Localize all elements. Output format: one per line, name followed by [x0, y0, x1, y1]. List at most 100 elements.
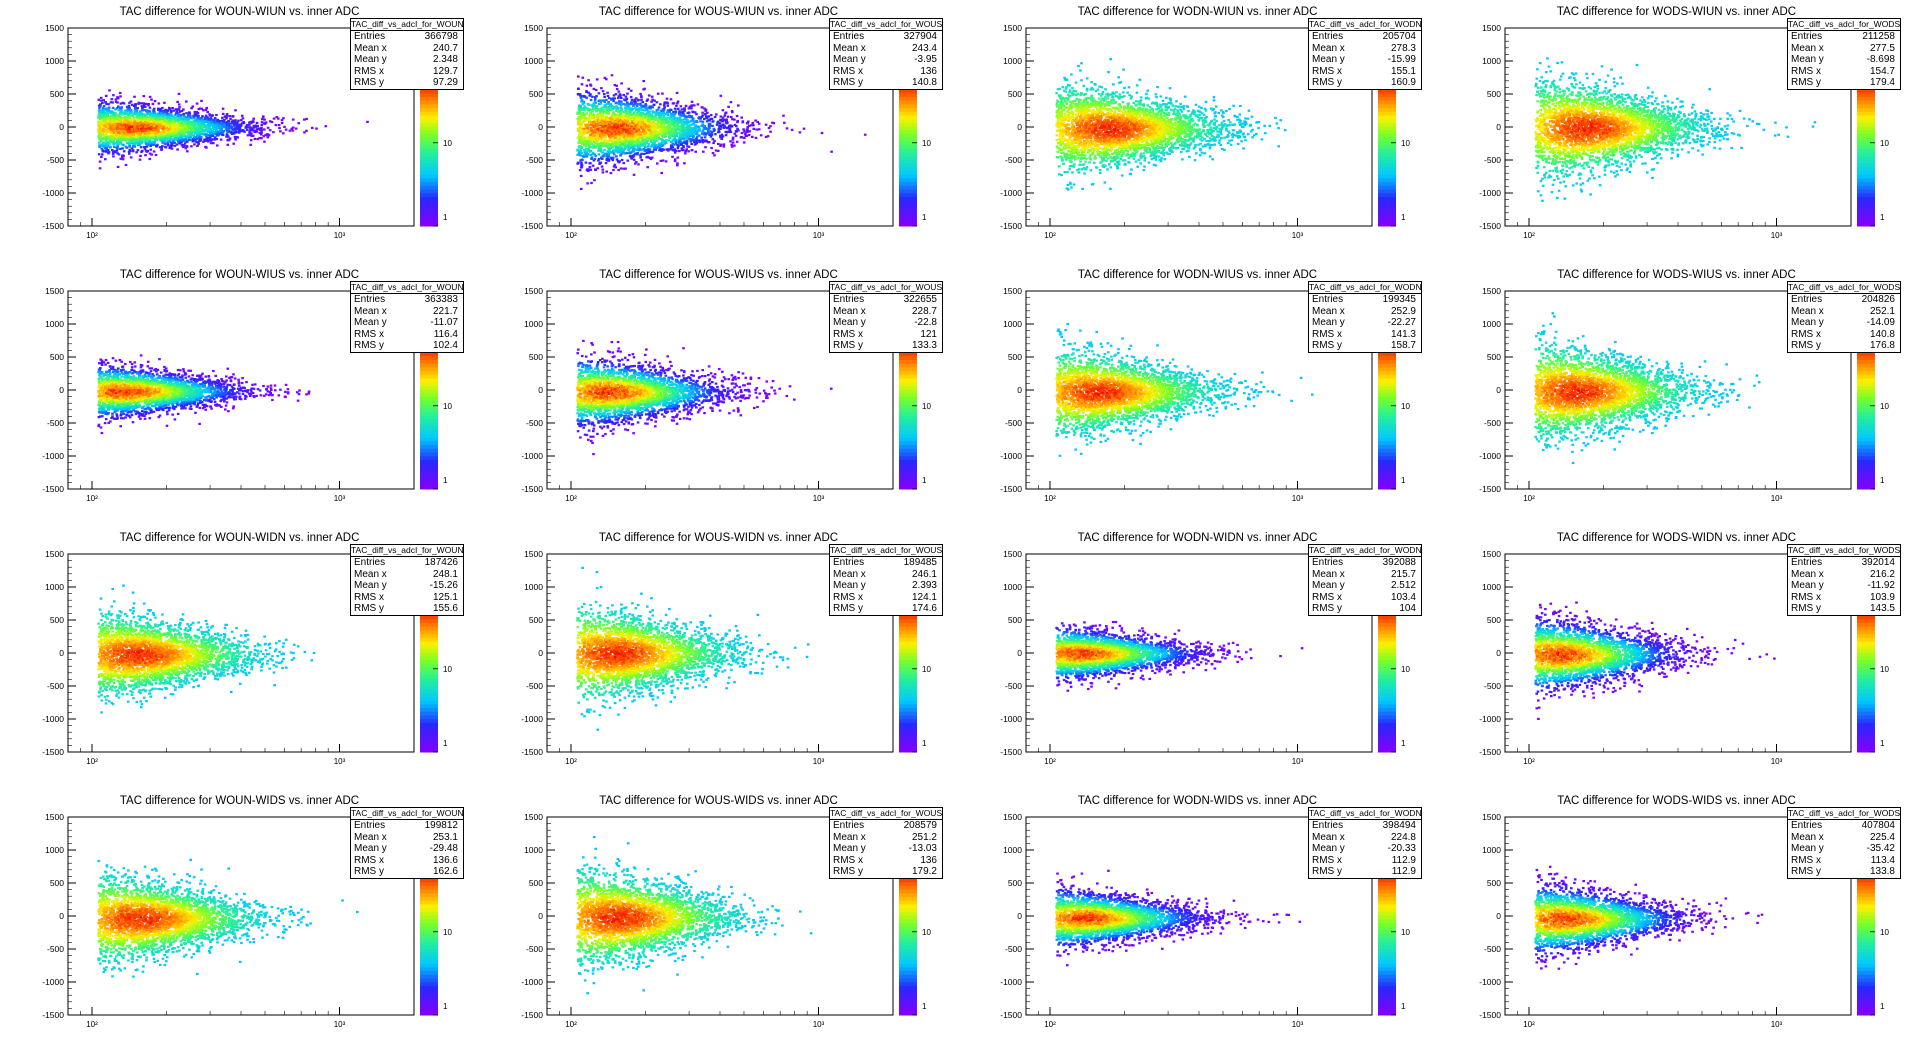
heatmap-cell	[593, 179, 596, 182]
heatmap-cell	[274, 124, 278, 127]
heatmap-cell	[121, 122, 125, 125]
heatmap-cell	[648, 137, 651, 140]
heatmap-cell	[99, 134, 103, 137]
heatmap-cell	[115, 134, 118, 137]
heatmap-cell	[744, 132, 747, 135]
heatmap-cell	[634, 113, 638, 116]
heatmap-cell	[100, 144, 103, 147]
heatmap-cell	[97, 153, 101, 156]
heatmap-cell	[290, 127, 293, 130]
heatmap-cell	[234, 122, 238, 125]
heatmap-cell	[132, 116, 136, 119]
heatmap-cell	[667, 139, 671, 142]
heatmap-cell	[603, 148, 606, 152]
heatmap-cell	[148, 157, 152, 161]
heatmap-cell	[153, 122, 157, 125]
heatmap-cell	[672, 120, 675, 123]
heatmap-cell	[226, 134, 229, 137]
heatmap-cell	[632, 113, 636, 116]
heatmap-cell	[210, 134, 213, 137]
heatmap-cell	[133, 110, 137, 113]
heatmap-cell	[150, 153, 153, 156]
color-scale-bin	[420, 92, 438, 97]
heatmap-cell	[731, 138, 735, 141]
heatmap-cell	[644, 113, 648, 116]
heatmap-cell	[145, 131, 149, 134]
heatmap-cell	[257, 127, 260, 130]
heatmap-cell	[194, 130, 198, 133]
heatmap-cell	[680, 108, 684, 111]
heatmap-cell	[148, 127, 151, 130]
stats-value: 240.7	[433, 43, 458, 55]
heatmap-cell	[649, 140, 653, 143]
heatmap-cell	[105, 136, 109, 139]
heatmap-cell	[687, 134, 690, 137]
heatmap-cell	[237, 126, 240, 129]
heatmap-cell	[689, 133, 693, 136]
y-tick-label: 1500	[45, 23, 64, 33]
heatmap-cell	[186, 131, 190, 134]
heatmap-cell	[178, 117, 181, 120]
heatmap-cell	[130, 121, 134, 124]
heatmap-cell	[136, 149, 140, 152]
heatmap-cell	[591, 110, 594, 113]
heatmap-cell	[225, 113, 229, 116]
heatmap-cell	[620, 109, 623, 112]
heatmap-cell	[297, 122, 300, 125]
heatmap-cell	[582, 133, 585, 136]
heatmap-cell	[579, 96, 583, 99]
color-scale-bin	[420, 118, 438, 123]
heatmap-cell	[635, 116, 639, 119]
heatmap-cell	[199, 129, 202, 132]
heatmap-cell	[171, 134, 175, 137]
heatmap-cell	[195, 119, 198, 122]
heatmap-cell	[135, 151, 138, 154]
heatmap-cell	[620, 96, 623, 99]
heatmap-cell	[192, 120, 196, 123]
heatmap-cell	[100, 147, 104, 150]
heatmap-cell	[723, 114, 727, 117]
heatmap-cell	[219, 122, 223, 125]
heatmap-cell	[162, 131, 166, 134]
heatmap-cell	[600, 165, 604, 168]
heatmap-cell	[611, 108, 614, 111]
heatmap-cell	[202, 129, 206, 132]
y-tick-label: -1000	[42, 188, 64, 198]
heatmap-cell	[686, 145, 689, 148]
heatmap-cell	[169, 125, 172, 128]
heatmap-cell	[239, 124, 243, 127]
heatmap-cell	[121, 113, 124, 116]
heatmap-cell	[733, 123, 737, 126]
heatmap-cell	[730, 115, 733, 119]
heatmap-cell	[673, 113, 677, 116]
heatmap-cell	[165, 124, 169, 127]
heatmap-cell	[253, 130, 256, 134]
heatmap-cell	[674, 129, 677, 132]
heatmap-cell	[639, 102, 642, 105]
heatmap-cell	[194, 129, 197, 132]
heatmap-cell	[99, 123, 103, 126]
heatmap-cell	[225, 125, 228, 129]
heatmap-cell	[602, 119, 606, 122]
heatmap-cell	[197, 108, 201, 111]
heatmap-cell	[124, 125, 127, 128]
heatmap-cell	[597, 124, 600, 127]
heatmap-cell	[221, 112, 225, 115]
heatmap-cell	[126, 106, 130, 109]
heatmap-cell	[180, 135, 183, 138]
heatmap-cell	[150, 131, 154, 134]
heatmap-cell	[584, 144, 588, 148]
heatmap-cell	[153, 124, 156, 127]
heatmap-cell	[160, 116, 163, 120]
heatmap-cell	[140, 112, 143, 115]
heatmap-cell	[225, 117, 228, 120]
heatmap-cell	[102, 118, 106, 121]
heatmap-cell	[682, 118, 686, 121]
heatmap-cell	[769, 125, 772, 128]
heatmap-cell	[748, 130, 752, 133]
heatmap-cell	[105, 126, 108, 129]
heatmap-cell	[690, 138, 693, 141]
heatmap-cell	[178, 106, 181, 109]
heatmap-cell	[221, 116, 224, 119]
